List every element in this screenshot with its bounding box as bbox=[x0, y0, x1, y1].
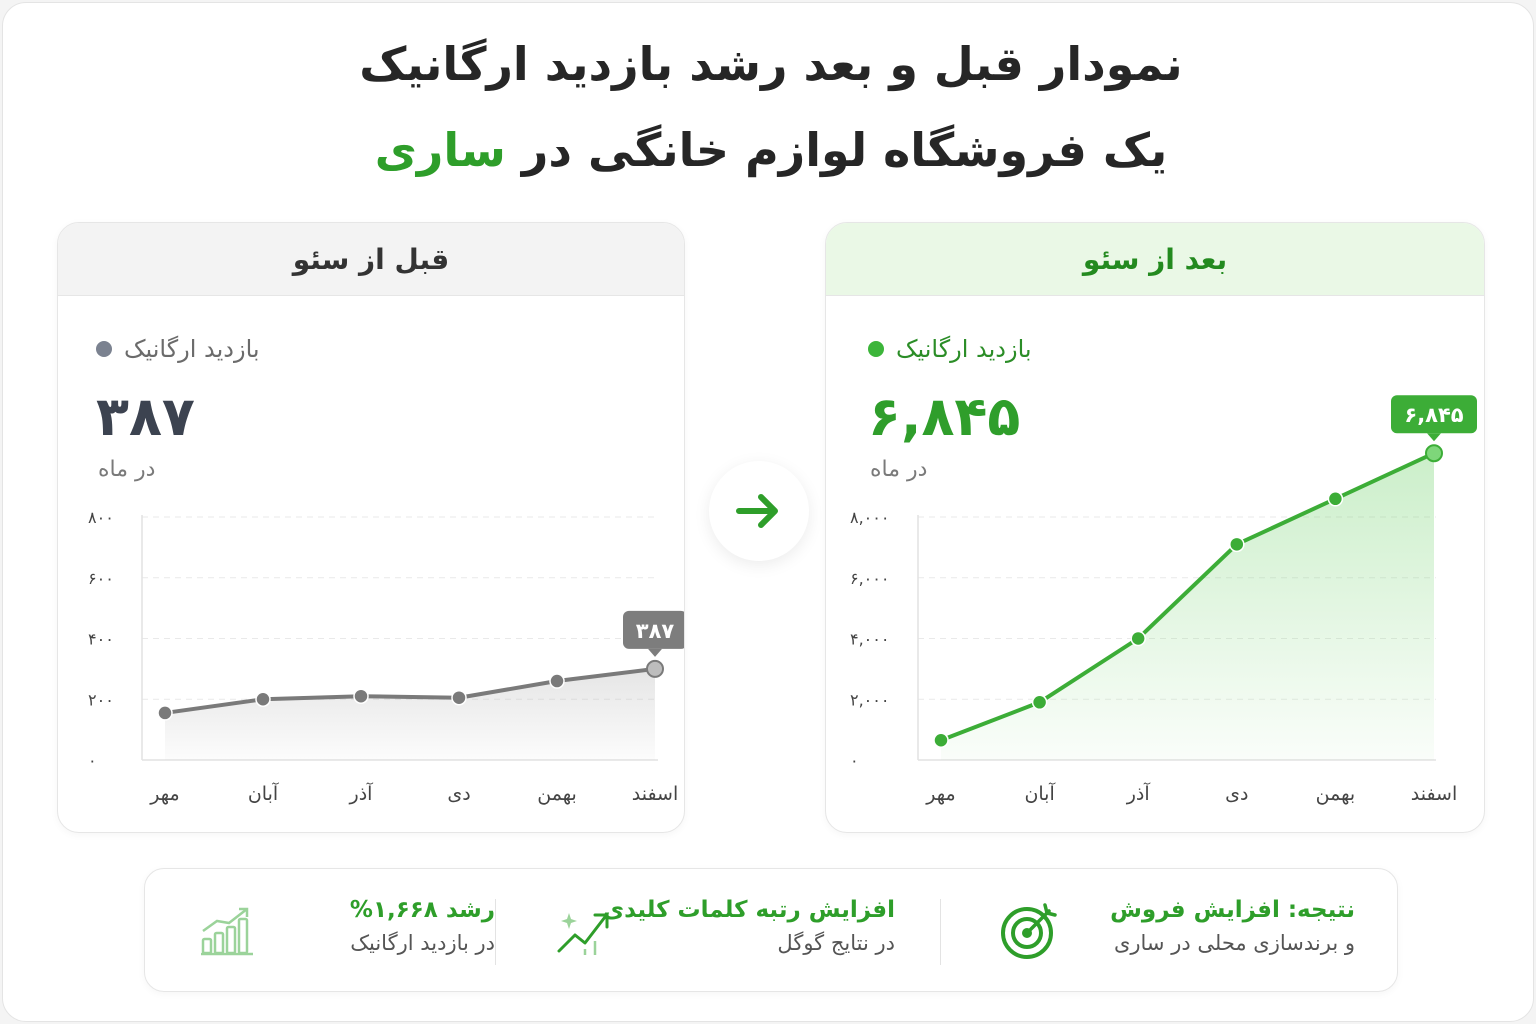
y-tick-label: ۲۰۰ bbox=[88, 690, 114, 709]
callout-value: ۶,۸۴۵ bbox=[1404, 403, 1463, 427]
title-city: ساری bbox=[374, 123, 506, 177]
last-value-callout: ۶,۸۴۵ bbox=[1391, 395, 1477, 442]
bar-growth-icon bbox=[201, 907, 253, 956]
x-tick-label: بهمن bbox=[537, 783, 577, 805]
data-point bbox=[451, 689, 467, 706]
data-point bbox=[1031, 694, 1048, 711]
data-point bbox=[1229, 536, 1245, 553]
summary-divider bbox=[940, 899, 941, 965]
y-tick-label: ۰ bbox=[88, 751, 97, 770]
before-line-chart: ۰ ۲۰۰ ۴۰۰ ۶۰۰ ۸۰۰ مهر آبان آذر دی بهمن اسفند ۳۸۷ bbox=[88, 508, 684, 805]
data-point bbox=[157, 705, 173, 721]
x-tick-label: آبان bbox=[248, 781, 279, 805]
data-point bbox=[353, 688, 369, 704]
y-tick-label: ۴,۰۰۰ bbox=[850, 630, 889, 649]
after-metric-label: بازدید ارگانیک bbox=[868, 335, 1032, 363]
x-tick-label: بهمن bbox=[1316, 783, 1356, 805]
summary-result-subtitle: و برندسازی محلی در ساری bbox=[1113, 931, 1355, 955]
data-point bbox=[1327, 491, 1344, 507]
after-card-header: بعد از سئو bbox=[826, 223, 1484, 296]
before-seo-card: قبل از سئو بازدید ارگانیک ۳۸۷ در ماه ۰ ۲۰… bbox=[57, 222, 685, 833]
summary-keywords: افزایش رتبه کلمات کلیدی در نتایج گوگل bbox=[545, 869, 905, 993]
summary-keywords-title: افزایش رتبه کلمات کلیدی bbox=[603, 897, 895, 923]
x-tick-label: دی bbox=[447, 783, 470, 805]
series-line bbox=[940, 451, 1435, 743]
summary-bar: رشد ۱,۶۶۸% در بازدید ارگانیک افزایش رتبه… bbox=[144, 868, 1398, 992]
y-tick-label: ۴۰۰ bbox=[88, 630, 114, 649]
target-icon bbox=[1001, 903, 1057, 959]
series-area bbox=[941, 453, 1434, 760]
summary-keywords-subtitle: در نتایج گوگل bbox=[777, 931, 895, 955]
before-metric-value: ۳۸۷ bbox=[96, 385, 195, 448]
x-tick-label: آذر bbox=[1126, 781, 1151, 805]
before-metric-unit: در ماه bbox=[98, 457, 156, 482]
y-tick-label: ۶۰۰ bbox=[88, 569, 114, 588]
data-point bbox=[1130, 630, 1146, 647]
x-tick-label: آذر bbox=[349, 781, 374, 805]
trend-up-icon bbox=[557, 913, 609, 955]
summary-growth-title: رشد ۱,۶۶۸% bbox=[349, 897, 495, 923]
data-point bbox=[646, 659, 664, 678]
summary-divider bbox=[495, 899, 496, 965]
x-tick-label: اسفند bbox=[1411, 783, 1458, 805]
series-area bbox=[165, 668, 655, 760]
x-tick-label: دی bbox=[1225, 783, 1248, 805]
summary-growth: رشد ۱,۶۶۸% در بازدید ارگانیک bbox=[185, 869, 505, 993]
y-tick-label: ۸,۰۰۰ bbox=[850, 508, 889, 527]
main-title-line-1: نمودار قبل و بعد رشد بازدید ارگانیک bbox=[359, 37, 1183, 91]
callout-value: ۳۸۷ bbox=[636, 619, 675, 643]
after-metric-unit: در ماه bbox=[870, 457, 928, 482]
after-legend-dot bbox=[868, 341, 884, 357]
summary-result: نتیجه: افزایش فروش و برندسازی محلی در سا… bbox=[995, 869, 1365, 993]
before-metric-label-text: بازدید ارگانیک bbox=[124, 335, 260, 363]
summary-growth-subtitle: در بازدید ارگانیک bbox=[350, 931, 495, 955]
after-seo-card: بعد از سئو بازدید ارگانیک ۶,۸۴۵ در ماه ۰… bbox=[825, 222, 1485, 833]
title-prefix: یک فروشگاه لوازم خانگی در bbox=[521, 123, 1168, 177]
after-metric-value: ۶,۸۴۵ bbox=[868, 385, 1021, 448]
data-point bbox=[549, 673, 565, 689]
data-point bbox=[1425, 444, 1443, 463]
before-legend-dot bbox=[96, 341, 112, 357]
x-tick-label: مهر bbox=[149, 783, 179, 805]
before-card-header: قبل از سئو bbox=[58, 223, 684, 296]
data-point bbox=[255, 691, 271, 707]
main-title-line-2: یک فروشگاه لوازم خانگی در ساری bbox=[3, 123, 1536, 177]
y-tick-label: ۲,۰۰۰ bbox=[850, 690, 889, 709]
y-tick-label: ۰ bbox=[850, 751, 859, 770]
last-value-callout: ۳۸۷ bbox=[623, 610, 684, 657]
x-tick-label: مهر bbox=[925, 783, 955, 805]
x-tick-label: آبان bbox=[1024, 781, 1055, 805]
after-area-chart: ۰ ۲,۰۰۰ ۴,۰۰۰ ۶,۰۰۰ ۸,۰۰۰ مهر آبان آذر دی بهمن اسف… bbox=[850, 395, 1477, 805]
arrow-right-icon bbox=[736, 494, 778, 528]
data-point bbox=[933, 732, 949, 749]
y-tick-label: ۶,۰۰۰ bbox=[850, 569, 889, 588]
x-tick-label: اسفند bbox=[632, 783, 679, 805]
transition-arrow bbox=[709, 461, 809, 561]
after-metric-label-text: بازدید ارگانیک bbox=[896, 335, 1032, 363]
summary-result-title: نتیجه: افزایش فروش bbox=[1110, 897, 1355, 923]
series-line bbox=[164, 666, 656, 715]
y-tick-label: ۸۰۰ bbox=[88, 508, 114, 527]
before-metric-label: بازدید ارگانیک bbox=[96, 335, 260, 363]
